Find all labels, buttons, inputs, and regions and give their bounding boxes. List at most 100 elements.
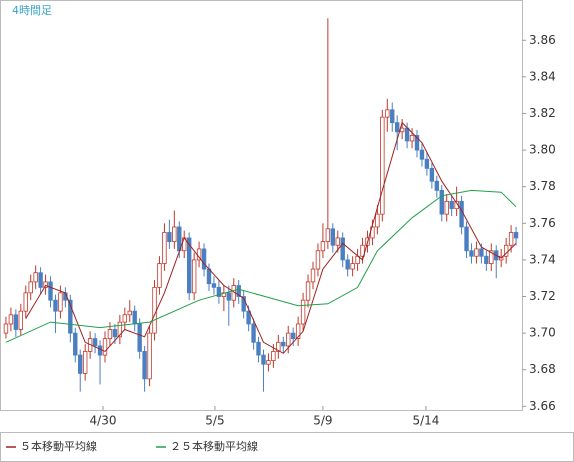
y-tick-label: 3.74 xyxy=(529,252,556,266)
candle-body xyxy=(132,310,137,325)
chart-title: 4時間足 xyxy=(12,4,52,17)
candle-body xyxy=(335,237,340,246)
candle-body xyxy=(345,259,350,270)
candle-body xyxy=(186,237,192,294)
candle-body xyxy=(112,329,118,338)
candle-body xyxy=(236,285,241,297)
candle-body xyxy=(226,292,232,301)
y-tick-label: 3.70 xyxy=(529,326,556,340)
candle-body xyxy=(256,341,261,356)
candle-body xyxy=(117,321,123,338)
legend-frame xyxy=(0,432,574,462)
candle-body xyxy=(43,281,48,288)
moving-average-line xyxy=(5,189,517,343)
candle-body xyxy=(58,292,63,312)
y-tick-label: 3.84 xyxy=(529,69,556,83)
candle-body xyxy=(152,286,157,334)
candle-body xyxy=(399,127,405,133)
y-tick-label: 3.80 xyxy=(529,143,556,157)
candle-body xyxy=(3,323,9,334)
candle-body xyxy=(191,259,197,294)
legend-label: ２５本移動平均線 xyxy=(170,439,258,453)
candle-body xyxy=(53,299,58,312)
candle-body xyxy=(157,263,162,288)
candle-body xyxy=(68,299,73,334)
candle-body xyxy=(137,323,142,352)
candle-body xyxy=(48,281,53,301)
candle-body xyxy=(73,332,78,356)
candle-body xyxy=(380,116,385,215)
candle-body xyxy=(508,232,514,246)
candle-body xyxy=(375,213,380,228)
candle-body xyxy=(300,299,306,325)
candle-body xyxy=(315,250,321,270)
candle-body xyxy=(286,332,291,347)
candle-body xyxy=(449,200,454,210)
candle-body xyxy=(459,200,464,228)
candle-body xyxy=(251,323,256,343)
candle-body xyxy=(429,167,435,182)
candle-body xyxy=(390,109,395,124)
candle-body xyxy=(340,237,345,261)
candle-body xyxy=(122,314,128,323)
candle-body xyxy=(484,255,489,264)
candle-body xyxy=(305,281,311,301)
y-tick-label: 3.82 xyxy=(529,106,556,120)
candle-body xyxy=(469,250,474,257)
y-tick-label: 3.78 xyxy=(529,179,556,193)
candle-body xyxy=(241,296,246,312)
candle-body xyxy=(434,180,440,191)
x-tick-label: 5/5 xyxy=(205,414,224,428)
candle-body xyxy=(360,244,365,257)
candle-body xyxy=(350,263,355,270)
candle-body xyxy=(201,248,207,270)
plot-frame xyxy=(0,0,523,411)
y-tick-label: 3.86 xyxy=(529,33,556,47)
candle-body xyxy=(295,323,301,340)
candle-body xyxy=(320,241,326,252)
legend-label: ５本移動平均線 xyxy=(20,439,97,453)
moving-average-line xyxy=(25,121,517,354)
candle-body xyxy=(206,268,212,285)
candle-body xyxy=(261,354,266,365)
candle-body xyxy=(82,351,88,374)
candle-body xyxy=(276,341,281,352)
candle-body xyxy=(464,226,469,252)
candle-body xyxy=(409,135,415,142)
candle-body xyxy=(404,127,410,142)
candle-body xyxy=(513,232,519,239)
candle-body xyxy=(142,351,147,380)
candle-body xyxy=(394,122,400,133)
candle-body xyxy=(444,200,449,215)
x-tick-label: 5/9 xyxy=(313,414,332,428)
candle-body xyxy=(246,310,251,325)
candle-body xyxy=(489,250,494,264)
y-tick-label: 3.72 xyxy=(529,289,556,303)
candle-body xyxy=(18,310,24,330)
candle-body xyxy=(424,158,430,169)
candle-body xyxy=(281,341,286,347)
y-tick-label: 3.68 xyxy=(529,362,556,376)
candle-body xyxy=(13,314,19,330)
candle-body xyxy=(479,248,484,257)
y-tick-label: 3.66 xyxy=(529,399,556,413)
candle-body xyxy=(439,189,444,215)
candle-body xyxy=(102,338,108,356)
candle-body xyxy=(266,360,271,365)
candle-body xyxy=(23,292,28,312)
candle-body xyxy=(127,310,132,316)
candle-body xyxy=(330,228,336,246)
candle-body xyxy=(172,226,177,243)
candle-body xyxy=(414,135,420,151)
candle-body xyxy=(92,338,98,347)
candle-body xyxy=(310,268,316,283)
candle-body xyxy=(162,232,167,264)
y-tick-label: 3.76 xyxy=(529,216,556,230)
candle-body xyxy=(290,332,296,340)
candle-body xyxy=(385,109,390,118)
candle-body xyxy=(78,354,83,374)
candle-body xyxy=(33,272,38,283)
x-tick-label: 4/30 xyxy=(90,414,117,428)
candle-body xyxy=(211,283,217,288)
